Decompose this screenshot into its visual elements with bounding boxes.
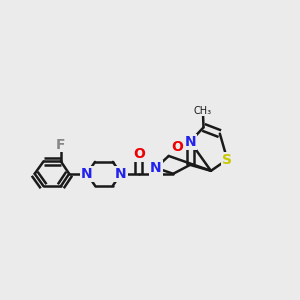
Text: N: N: [184, 135, 196, 149]
Text: O: O: [172, 140, 184, 154]
Text: N: N: [150, 161, 162, 175]
Text: N: N: [115, 167, 127, 181]
Text: O: O: [133, 148, 145, 161]
Text: N: N: [81, 167, 93, 181]
Text: CH₃: CH₃: [194, 106, 212, 116]
Text: S: S: [222, 152, 232, 167]
Text: F: F: [56, 138, 66, 152]
